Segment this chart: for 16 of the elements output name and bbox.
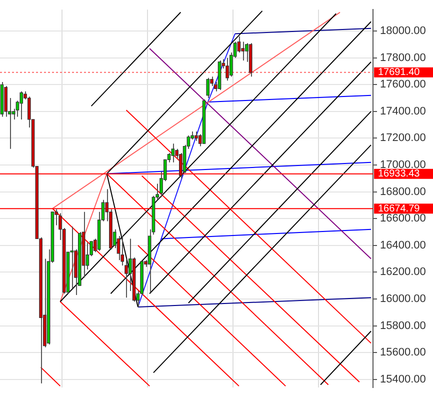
y-tick-label: 18000.00	[380, 25, 426, 38]
y-tick-label: 16800.00	[380, 186, 426, 198]
ref-line-label: 16933.43	[378, 168, 420, 180]
ref-line-label: 16674.79	[378, 203, 420, 214]
y-tick-label: 15800.00	[380, 320, 426, 332]
y-tick-label: 16600.00	[380, 212, 426, 225]
y-tick-label: 17600.00	[380, 78, 426, 91]
y-tick-label: 17200.00	[380, 132, 426, 144]
y-tick-label: 17800.00	[380, 52, 426, 64]
y-tick-label: 17400.00	[380, 105, 426, 118]
y-tick-label: 15400.00	[380, 373, 426, 386]
ref-line-label: 17691.40	[378, 67, 420, 78]
y-tick-label: 16000.00	[380, 293, 426, 306]
y-tick-label: 16400.00	[380, 239, 426, 252]
y-tick-label: 15600.00	[380, 346, 426, 359]
y-tick-label: 16200.00	[380, 266, 426, 278]
